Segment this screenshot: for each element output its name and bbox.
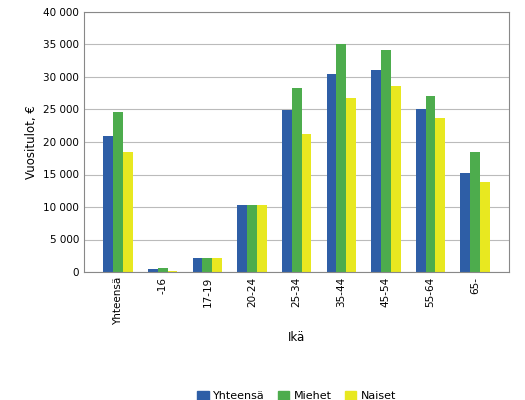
- Bar: [247, 205, 257, 272]
- Bar: [148, 269, 158, 272]
- Bar: [327, 74, 337, 272]
- Bar: [113, 112, 123, 272]
- Bar: [123, 152, 133, 272]
- Bar: [237, 205, 247, 272]
- Bar: [371, 70, 381, 272]
- Bar: [103, 136, 113, 272]
- Bar: [381, 50, 391, 272]
- Bar: [337, 44, 346, 272]
- Bar: [257, 205, 267, 272]
- Bar: [292, 88, 301, 272]
- Bar: [426, 96, 435, 272]
- Bar: [435, 118, 445, 272]
- Bar: [346, 98, 356, 272]
- Y-axis label: Vuositulot, €: Vuositulot, €: [25, 105, 38, 179]
- Bar: [282, 110, 292, 272]
- Bar: [167, 271, 177, 272]
- Bar: [480, 182, 490, 272]
- Bar: [470, 152, 480, 272]
- Bar: [391, 86, 401, 272]
- X-axis label: Ikä: Ikä: [288, 331, 305, 344]
- Bar: [301, 134, 311, 272]
- Bar: [193, 258, 203, 272]
- Bar: [416, 109, 426, 272]
- Legend: Yhteensä, Miehet, Naiset: Yhteensä, Miehet, Naiset: [193, 387, 400, 400]
- Bar: [460, 173, 470, 272]
- Bar: [203, 258, 212, 272]
- Bar: [158, 268, 167, 272]
- Bar: [212, 258, 222, 272]
